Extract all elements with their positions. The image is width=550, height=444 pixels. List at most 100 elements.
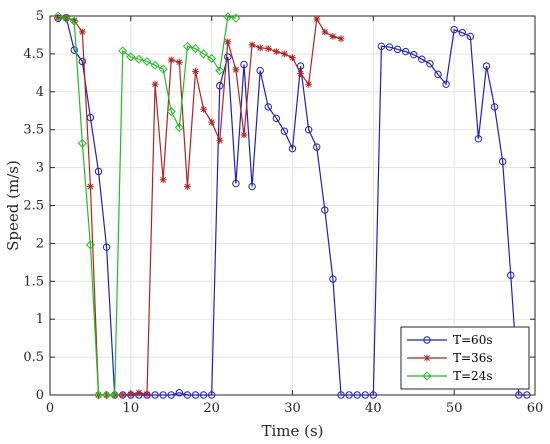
data-point-circle <box>264 103 272 111</box>
tick-labels: 0 10 20 30 40 50 60 0 0.5 1 1.5 2 2.5 3 3.5 4 4.5 5 <box>23 9 543 416</box>
data-point-circle <box>94 167 103 176</box>
data-point-diamond <box>110 390 120 400</box>
data-point-diamond <box>207 53 217 63</box>
data-point-circle <box>426 60 434 68</box>
star-stroke <box>249 41 255 48</box>
data-point-star <box>313 15 321 23</box>
star-stroke <box>313 16 320 22</box>
data-point-circle <box>410 50 418 59</box>
data-point-circle <box>369 391 378 399</box>
data-point-diamond <box>61 13 71 23</box>
star-stroke <box>127 391 134 398</box>
data-point-circle <box>393 45 402 54</box>
star-stroke <box>297 70 304 77</box>
data-point-diamond <box>150 60 160 70</box>
y-tick-label: 4 <box>36 85 44 100</box>
y-tick-label: 2 <box>36 236 44 251</box>
data-point-diamond <box>77 138 87 148</box>
data-point-star <box>256 44 264 52</box>
star-stroke <box>160 176 167 183</box>
data-point-circle <box>159 391 167 399</box>
data-point-star <box>297 70 304 78</box>
data-point-circle <box>377 42 386 51</box>
data-point-star <box>192 67 199 75</box>
data-point-star <box>119 391 127 399</box>
data-point-circle <box>78 57 87 66</box>
data-point-star <box>143 390 151 398</box>
star-stroke <box>200 106 207 113</box>
data-point-star <box>423 354 431 362</box>
data-point-circle <box>304 126 313 134</box>
data-point-diamond <box>85 240 95 250</box>
x-tick-label: 40 <box>365 401 382 416</box>
legend-label: T=60s <box>453 333 493 347</box>
data-point-circle <box>442 80 450 88</box>
data-point-circle <box>423 336 431 344</box>
star-stroke <box>233 66 239 73</box>
data-point-circle <box>70 46 78 54</box>
data-point-star <box>135 389 143 397</box>
data-point-circle <box>280 127 289 135</box>
star-stroke <box>289 54 296 61</box>
x-axis-label: Time (s) <box>261 422 323 440</box>
x-tick-label: 60 <box>527 401 544 416</box>
data-point-circle <box>151 391 159 399</box>
data-point-diamond <box>158 64 168 74</box>
data-point-diamond <box>215 66 225 76</box>
data-point-star <box>200 105 207 113</box>
data-point-star <box>216 136 224 144</box>
y-tick-label: 3 <box>36 161 44 176</box>
data-point-circle <box>272 114 281 123</box>
data-point-circle <box>482 62 491 70</box>
data-point-circle <box>490 103 499 111</box>
series-T=24s <box>53 11 241 400</box>
data-point-circle <box>474 135 483 143</box>
data-point-star <box>224 38 232 46</box>
x-tick-label: 20 <box>203 401 220 416</box>
data-point-star <box>175 58 183 66</box>
star-stroke <box>273 48 280 55</box>
legend-label: T=36s <box>453 351 493 365</box>
star-stroke <box>55 14 61 21</box>
data-point-diamond <box>142 56 152 66</box>
data-point-diamond <box>190 44 201 54</box>
x-tick-label: 30 <box>284 401 301 416</box>
legend-item: T=36s <box>407 351 493 365</box>
data-point-circle <box>466 32 475 41</box>
data-point-diamond <box>118 46 128 56</box>
data-point-circle <box>321 206 329 214</box>
data-point-star <box>151 80 159 88</box>
data-point-diamond <box>166 107 176 117</box>
data-point-star <box>305 80 313 88</box>
data-point-star <box>329 33 337 40</box>
x-tick-label: 50 <box>446 401 463 416</box>
data-point-circle <box>385 43 394 51</box>
data-point-star <box>321 28 329 36</box>
data-point-star <box>167 56 175 64</box>
legend-item: T=60s <box>407 333 493 347</box>
data-point-diamond <box>174 122 184 132</box>
star-stroke <box>257 44 264 51</box>
data-point-star <box>208 118 216 126</box>
star-stroke <box>216 137 223 144</box>
data-point-diamond <box>422 371 432 381</box>
y-axis-label: Speed (m/s) <box>4 160 22 251</box>
data-point-circle <box>353 391 361 399</box>
legend: T=60s T=36s T=24s <box>400 326 530 390</box>
data-point-circle <box>523 391 531 399</box>
star-stroke <box>330 33 336 40</box>
data-point-star <box>184 183 191 190</box>
data-point-circle <box>450 25 458 34</box>
data-point-diamond <box>53 11 63 21</box>
data-point-circle <box>175 389 184 397</box>
data-point-star <box>281 50 288 58</box>
data-point-circle <box>313 143 321 151</box>
data-point-star <box>289 54 296 62</box>
data-point-circle <box>199 391 208 399</box>
data-point-circle <box>102 243 111 251</box>
star-stroke <box>241 132 247 138</box>
legend-label: T=24s <box>453 369 493 383</box>
data-point-circle <box>434 70 442 79</box>
